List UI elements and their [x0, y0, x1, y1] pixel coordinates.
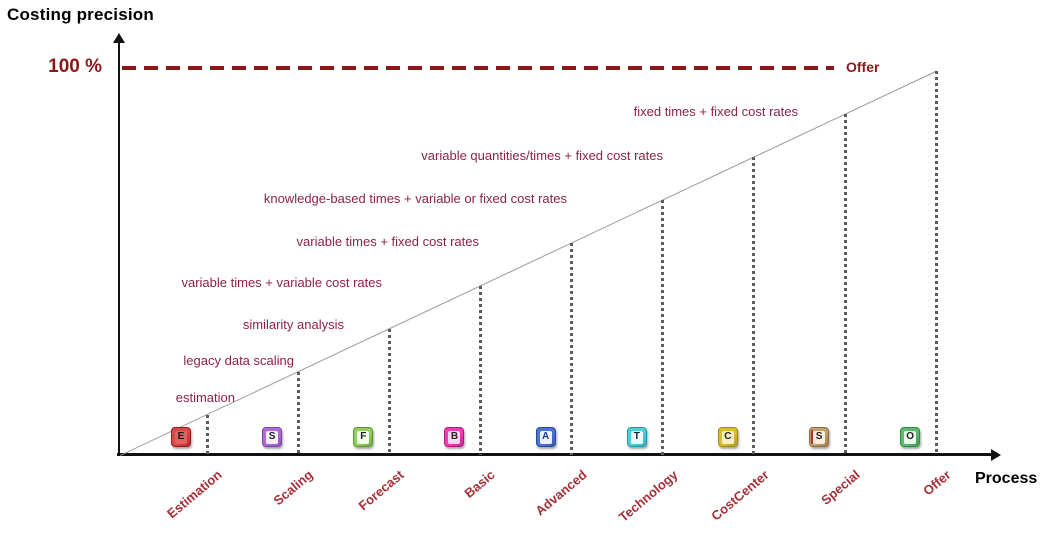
method-label: knowledge-based times + variable or fixe… [263, 191, 567, 206]
x-axis-arrow-icon [991, 449, 1001, 461]
process-icon-letter: T [630, 430, 643, 444]
process-icon-letter: B [448, 430, 461, 444]
y-axis-title: Costing precision [7, 5, 154, 24]
dotted-level-line [387, 328, 391, 455]
process-icon-letter: O [904, 430, 917, 444]
method-label: variable times + fixed cost rates [296, 234, 479, 249]
x-axis-title: Process [975, 470, 1038, 487]
method-label: variable quantities/times + fixed cost r… [421, 148, 663, 163]
process-label-estimation: Estimation [164, 467, 225, 522]
process-icon-letter: C [721, 430, 734, 444]
dotted-level-line [843, 114, 847, 455]
dotted-level-line [478, 285, 482, 455]
process-icon-forecast: F [353, 427, 374, 447]
offer-line-label: Offer [846, 59, 880, 75]
process-icon-letter: A [539, 430, 552, 444]
process-icon-letter: E [175, 430, 187, 444]
offer-dashed-line [122, 66, 834, 70]
icon-stripe [811, 430, 814, 444]
method-label: estimation [175, 390, 235, 405]
process-icon-estimation: E [171, 427, 191, 447]
dotted-level-line [205, 414, 209, 455]
process-icon-scaling: S [262, 427, 283, 447]
process-icon-technology: T [626, 427, 647, 447]
y-axis-line [118, 40, 120, 456]
process-icon-letter: S [813, 430, 826, 444]
dotted-level-line [934, 71, 938, 455]
process-icon-special: S [809, 427, 830, 447]
dotted-level-line [570, 242, 574, 455]
process-icon-offer: O [900, 427, 921, 447]
method-label: similarity analysis [242, 317, 344, 332]
y-axis-100-percent-tick: 100 % [48, 56, 102, 77]
y-axis-arrow-icon [113, 33, 125, 43]
process-icon-letter: S [266, 430, 279, 444]
process-icon-basic: B [444, 427, 465, 447]
dotted-level-line [752, 157, 756, 455]
dotted-level-line [661, 200, 665, 455]
method-label: variable times + variable cost rates [181, 275, 382, 290]
dotted-level-line [296, 371, 300, 455]
method-label: fixed times + fixed cost rates [633, 104, 798, 119]
process-icon-advanced: A [535, 427, 556, 447]
process-icon-letter: F [357, 430, 370, 444]
precision-diagonal-line [120, 70, 937, 456]
method-label: legacy data scaling [183, 353, 294, 368]
process-icon-costcenter: C [717, 427, 738, 447]
x-axis-line [117, 453, 993, 456]
